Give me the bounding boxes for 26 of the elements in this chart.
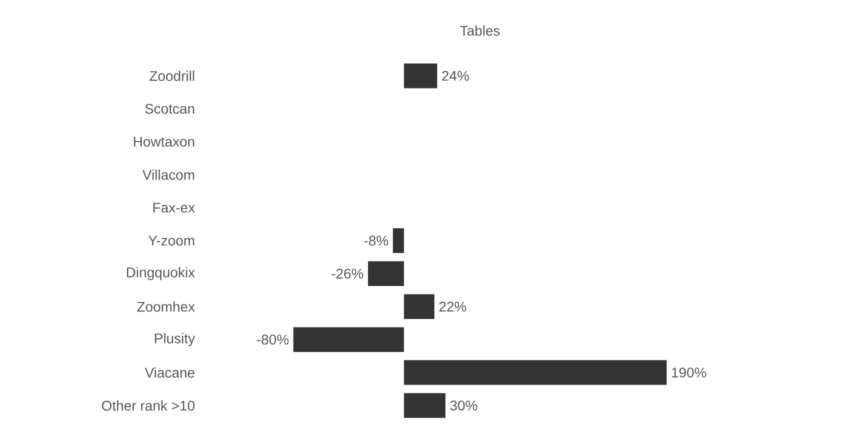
chart-title: Tables	[460, 25, 500, 36]
bar	[404, 294, 434, 319]
bar	[392, 228, 404, 254]
y-tick-label: Other rank >10	[102, 400, 195, 411]
bar	[404, 393, 446, 418]
y-tick-label: Dingquokix	[126, 267, 195, 280]
y-tick-label: Zoodrill	[150, 70, 194, 81]
data-label: -8%	[364, 236, 388, 246]
data-label: 190%	[672, 368, 706, 378]
data-label: 22%	[439, 302, 466, 312]
bar	[293, 327, 404, 352]
data-label: 24%	[442, 70, 469, 81]
y-tick-label: Plusity	[154, 333, 196, 346]
y-tick-label: Villacom	[142, 170, 194, 180]
y-tick-label: Scotcan	[145, 104, 194, 114]
bar	[404, 360, 667, 385]
y-tick-label: Howtaxon	[134, 136, 194, 147]
y-tick-label: Fax-ex	[153, 202, 195, 213]
bar	[368, 261, 404, 286]
y-tick-label: Y-zoom	[148, 236, 194, 246]
data-label: 30%	[450, 400, 478, 410]
data-label: -26%	[332, 268, 364, 279]
bar	[404, 63, 438, 88]
y-tick-label: Viacane	[144, 367, 194, 378]
y-tick-label: Zoomhex	[137, 301, 195, 312]
data-label: -80%	[257, 334, 289, 345]
